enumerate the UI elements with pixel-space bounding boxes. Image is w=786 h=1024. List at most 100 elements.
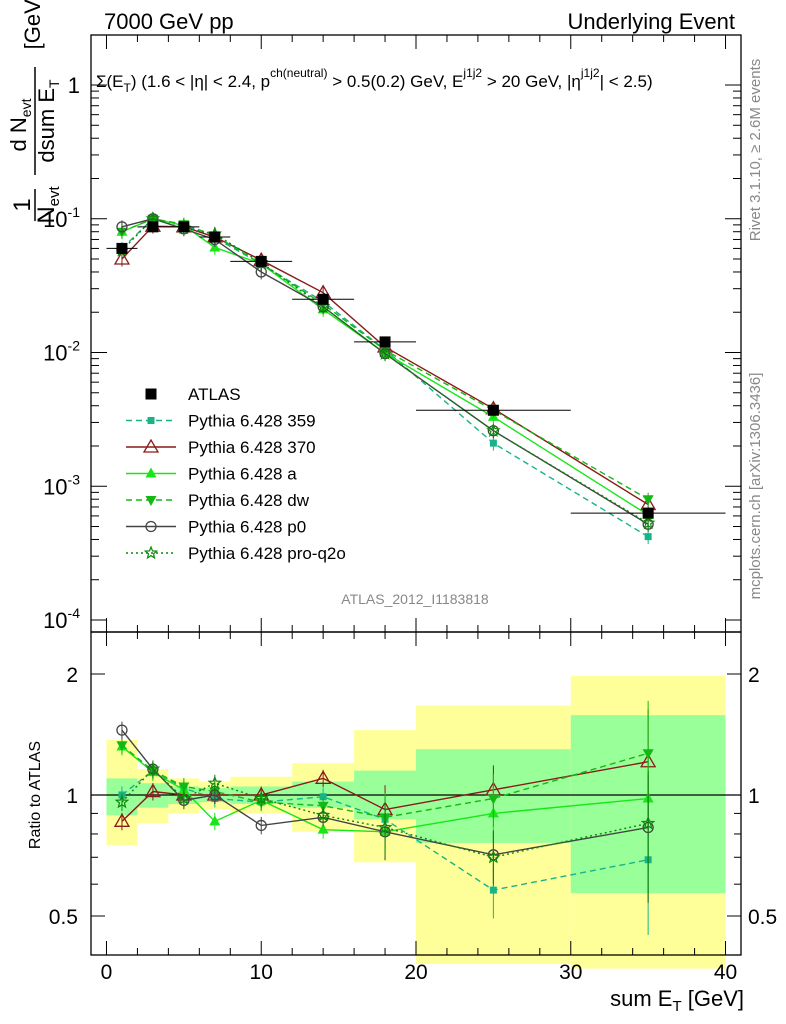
svg-text:1: 1 [9,198,36,211]
series-p0 [116,212,654,532]
legend-marker [145,520,157,533]
ratio-point [255,819,267,832]
ratio-y-tick-label-right: 1 [748,785,760,808]
legend-item: Pythia 6.428 p0 [126,518,306,537]
ratio-point [116,724,128,736]
legend-item: ATLAS [145,385,241,404]
legend-marker [145,467,157,478]
series-line [121,217,649,524]
ratio-y-tick-label: 2 [66,664,78,687]
svg-text:Σ(ET) (1.6 < |η| < 2.4, pch(ne: Σ(ET) (1.6 < |η| < 2.4, pch(neutral) > 0… [96,66,653,95]
data-point [116,221,128,233]
legend-label: Pythia 6.428 p0 [188,518,306,537]
atlas-point [255,255,267,267]
ratio-point [114,794,130,809]
atlas-point [487,404,499,416]
ratio-point [487,794,499,805]
legend-label: Pythia 6.428 a [188,465,297,484]
legend-item: Pythia 6.428 dw [126,491,310,510]
legend: ATLAS Pythia 6.428 359 Pythia 6.428 370 Pyt… [126,385,346,563]
y-tick-label: 10-2 [43,338,80,366]
legend-label: Pythia 6.428 359 [188,412,316,431]
data-point [377,346,393,360]
ratio-y-tick-label-right: 2 [748,664,760,687]
main-frame [90,34,742,633]
legend-item: Pythia 6.428 370 [126,438,316,457]
atlas-point [317,293,329,305]
legend-label: Pythia 6.428 370 [188,438,316,457]
atlas-point [178,221,190,233]
y-tick-label: 10-3 [43,471,80,499]
atlas-point [147,221,159,233]
main-data-layer [106,211,726,545]
ratio-point [317,801,329,812]
rivet-label: Rivet 3.1.10, ≥ 2.6M events [747,59,764,242]
main-y-axis-title: 1 Nevt d Nevt dsum ET [GeV-1] [6,0,63,224]
ratio-data-layer [113,700,657,935]
ratio-point [377,819,393,834]
legend-item: Pythia 6.428 359 [126,412,316,431]
svg-text:[GeV-1]: [GeV-1] [18,0,45,49]
ratio-bands [106,675,726,969]
x-tick-label: 40 [714,961,737,984]
ratio-point [317,823,329,834]
legend-item: Pythia 6.428 pro-q2o [126,544,346,563]
data-point [489,439,497,447]
data-point [640,515,656,530]
legend-label: Pythia 6.428 dw [188,491,310,510]
ratio-point [209,815,221,826]
ratio-y-tick-label-right: 0.5 [748,906,777,929]
x-tick-label: 30 [559,961,582,984]
legend-marker [147,417,155,424]
ratio-point [642,749,654,760]
ratio-point [116,741,128,752]
ratio-point [640,815,656,830]
data-point [644,533,652,541]
series-line [121,217,649,538]
ratio-y-tick-label: 1 [66,785,78,808]
ratio-series-pro-q2o [114,760,656,899]
ratio-y-axis-title: Ratio to ATLAS [27,741,44,849]
legend-marker [143,545,159,560]
legend-marker [142,438,160,453]
x-tick-label: 10 [250,961,273,984]
mcplots-label: mcplots.cern.ch [arXiv:1306.3436] [747,373,764,600]
data-point [113,250,131,265]
ratio-point [315,807,331,822]
analysis-watermark: ATLAS_2012_I1183818 [341,591,489,607]
series-line [121,225,649,506]
ratio-point [113,813,131,827]
atlas-point [209,231,221,243]
ratio-point [176,790,192,805]
x-axis-title: sum ET [GeV] [610,986,744,1015]
ratio-point [145,761,161,776]
ratio-point [319,793,327,801]
atlas-point [379,336,391,348]
svg-text:d Nevt: d Nevt [6,98,34,151]
svg-text:sum ET [GeV]: sum ET [GeV] [610,986,744,1015]
legend-label: Pythia 6.428 pro-q2o [188,544,346,563]
ratio-axes: 0.5 0.51 12 20 10 20 30 40 [49,631,777,984]
header-right: Underlying Event [567,9,735,34]
ratio-point [178,782,190,793]
main-axes: 10-4 10-3 10-2 10-1 1 [43,34,742,633]
legend-label: ATLAS [188,385,241,404]
atlas-point [642,507,654,519]
svg-text:dsum ET: dsum ET [34,79,62,163]
ratio-point [253,790,269,805]
ratio-point [315,770,332,785]
header-left: 7000 GeV pp [104,9,234,34]
y-tick-label: 1 [68,73,80,98]
plot-title: Σ(ET) (1.6 < |η| < 2.4, pch(neutral) > 0… [96,66,653,95]
atlas-point [116,242,128,254]
legend-item: Pythia 6.428 a [126,465,297,484]
ratio-point [207,775,223,790]
legend-marker [145,496,157,506]
data-point [486,423,501,437]
series-atlas [106,221,726,519]
ratio-point [489,886,497,894]
ratio-point [144,783,162,798]
x-tick-label: 20 [404,961,427,984]
ratio-point [486,849,501,864]
